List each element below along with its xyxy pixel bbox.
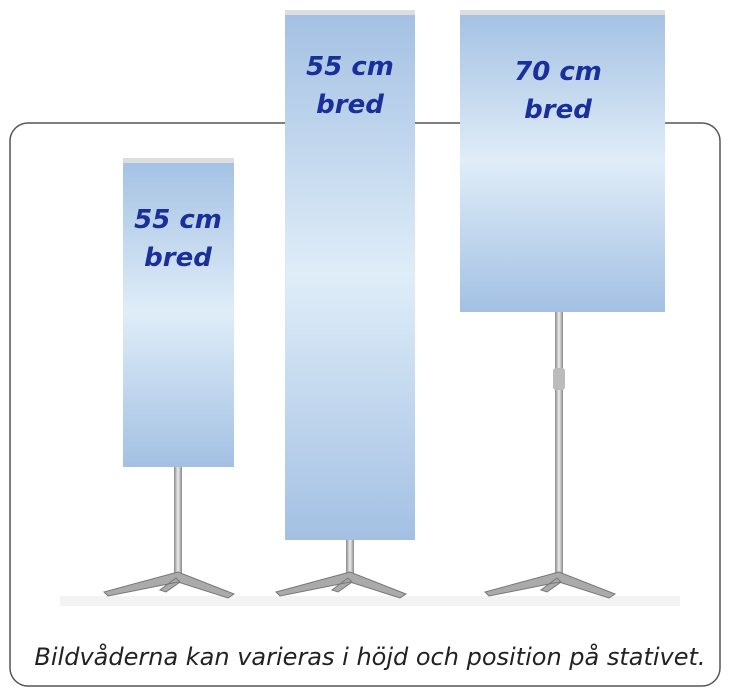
banner-label: 70 cm	[514, 57, 602, 87]
banner-rail	[460, 10, 665, 15]
stand	[276, 540, 406, 598]
banner-rail	[285, 10, 415, 15]
stand	[104, 467, 234, 598]
stand	[485, 312, 615, 598]
caption: Bildvåderna kan varieras i höjd och posi…	[34, 642, 705, 671]
banner-label: 55 cm	[306, 52, 394, 82]
banner-label: bred	[524, 95, 592, 125]
page: 55 cm bred 55 cm bred 70 cm bred Bildvåd…	[0, 0, 731, 696]
banner	[460, 10, 665, 312]
banner-label: bred	[144, 243, 212, 273]
banner-label: bred	[316, 90, 384, 120]
banner-label: 55 cm	[134, 205, 222, 235]
banner-rail	[123, 158, 234, 163]
floor	[60, 596, 680, 606]
